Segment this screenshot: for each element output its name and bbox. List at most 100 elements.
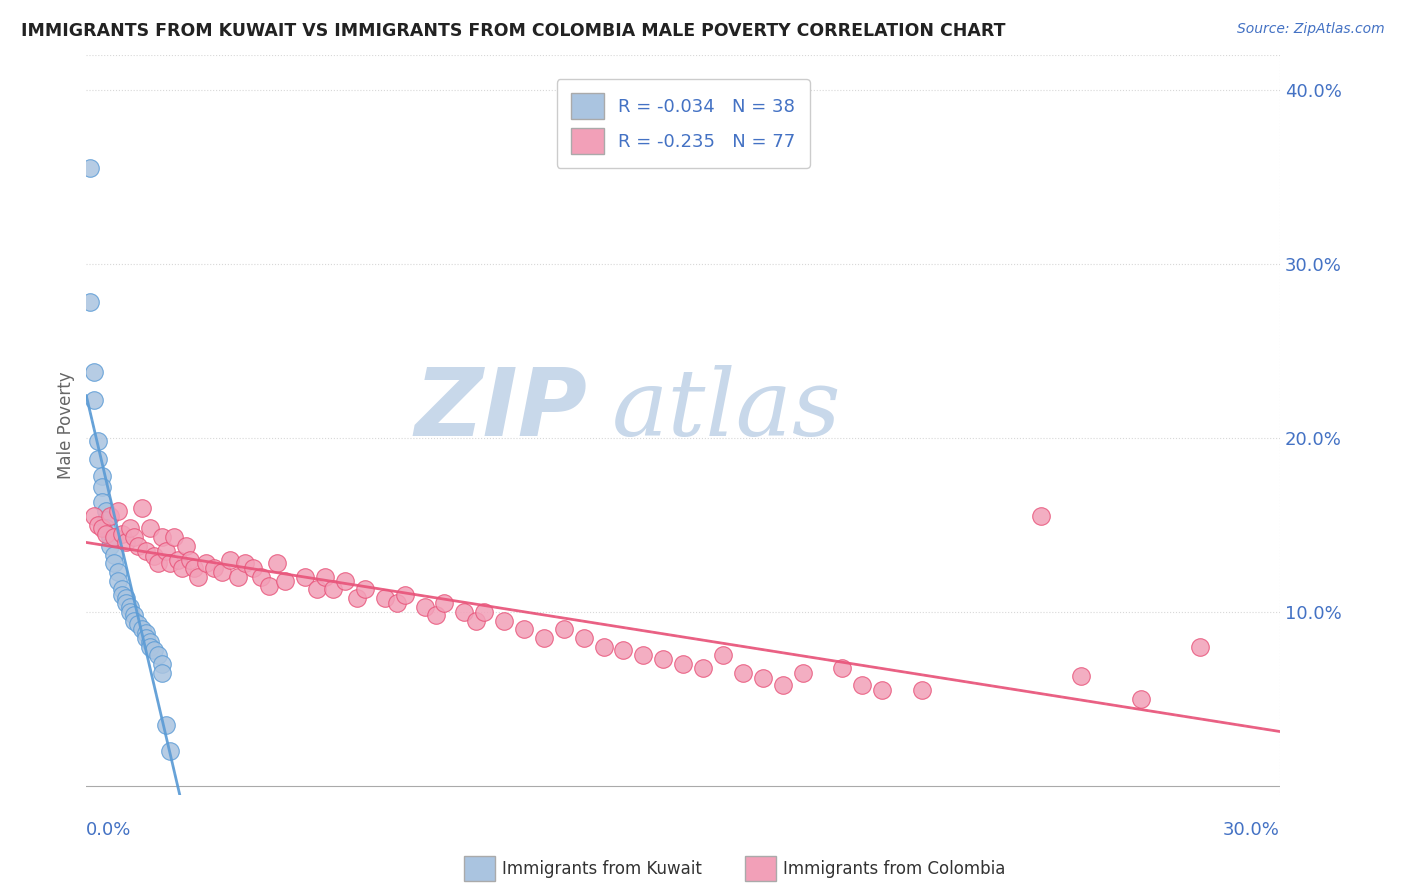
Point	[96, 513, 118, 527]
Point	[187, 570, 209, 584]
Point	[115, 591, 138, 605]
Point	[131, 623, 153, 637]
Point	[711, 648, 734, 663]
Point	[453, 605, 475, 619]
Point	[91, 521, 114, 535]
Point	[1070, 669, 1092, 683]
Point	[163, 530, 186, 544]
Point	[98, 539, 121, 553]
Point	[1031, 509, 1053, 524]
Point	[122, 614, 145, 628]
Point	[870, 683, 893, 698]
Point	[103, 548, 125, 562]
Point	[433, 596, 456, 610]
Text: IMMIGRANTS FROM KUWAIT VS IMMIGRANTS FROM COLOMBIA MALE POVERTY CORRELATION CHAR: IMMIGRANTS FROM KUWAIT VS IMMIGRANTS FRO…	[21, 22, 1005, 40]
Point	[731, 665, 754, 680]
Point	[851, 678, 873, 692]
Point	[107, 574, 129, 588]
Point	[87, 517, 110, 532]
Point	[135, 625, 157, 640]
Point	[96, 504, 118, 518]
Point	[250, 570, 273, 584]
Point	[612, 643, 634, 657]
Text: 30.0%: 30.0%	[1223, 821, 1279, 838]
Point	[159, 744, 181, 758]
Point	[115, 596, 138, 610]
Point	[111, 526, 134, 541]
Point	[150, 657, 173, 672]
Point	[135, 631, 157, 645]
Point	[96, 521, 118, 535]
Point	[672, 657, 695, 672]
Point	[472, 605, 495, 619]
Point	[142, 643, 165, 657]
Point	[513, 623, 536, 637]
Point	[98, 530, 121, 544]
Text: atlas: atlas	[612, 365, 841, 455]
Point	[96, 526, 118, 541]
Point	[831, 660, 853, 674]
Point	[87, 434, 110, 449]
Point	[294, 570, 316, 584]
Point	[465, 614, 488, 628]
Point	[91, 469, 114, 483]
Point	[183, 561, 205, 575]
Point	[652, 652, 675, 666]
Point	[226, 570, 249, 584]
Point	[120, 599, 142, 614]
Point	[127, 539, 149, 553]
Point	[98, 509, 121, 524]
Y-axis label: Male Poverty: Male Poverty	[58, 371, 75, 479]
Point	[120, 521, 142, 535]
Point	[235, 556, 257, 570]
Point	[83, 392, 105, 407]
Point	[413, 599, 436, 614]
Point	[146, 556, 169, 570]
Text: ZIP: ZIP	[415, 364, 588, 456]
Point	[83, 509, 105, 524]
Point	[633, 648, 655, 663]
Point	[159, 556, 181, 570]
Point	[139, 521, 162, 535]
Point	[142, 549, 165, 564]
Point	[103, 556, 125, 570]
Point	[425, 608, 447, 623]
Point	[333, 574, 356, 588]
Point	[87, 451, 110, 466]
Point	[211, 565, 233, 579]
Point	[533, 631, 555, 645]
Point	[131, 500, 153, 515]
Point	[103, 530, 125, 544]
Point	[91, 480, 114, 494]
Point	[170, 561, 193, 575]
Point	[1129, 692, 1152, 706]
Point	[150, 665, 173, 680]
Point	[127, 617, 149, 632]
Point	[394, 588, 416, 602]
Point	[150, 530, 173, 544]
Point	[194, 556, 217, 570]
Point	[155, 544, 177, 558]
Point	[83, 365, 105, 379]
Point	[218, 552, 240, 566]
Point	[1189, 640, 1212, 654]
Point	[242, 561, 264, 575]
Point	[911, 683, 934, 698]
Point	[692, 660, 714, 674]
Point	[146, 648, 169, 663]
Point	[572, 631, 595, 645]
Point	[139, 634, 162, 648]
Point	[322, 582, 344, 597]
Point	[792, 665, 814, 680]
Point	[553, 623, 575, 637]
Point	[120, 605, 142, 619]
Point	[353, 582, 375, 597]
Point	[135, 544, 157, 558]
Point	[274, 574, 297, 588]
Text: Immigrants from Kuwait: Immigrants from Kuwait	[502, 860, 702, 878]
Point	[122, 530, 145, 544]
Point	[179, 552, 201, 566]
Point	[139, 640, 162, 654]
Point	[494, 614, 516, 628]
Point	[752, 671, 775, 685]
